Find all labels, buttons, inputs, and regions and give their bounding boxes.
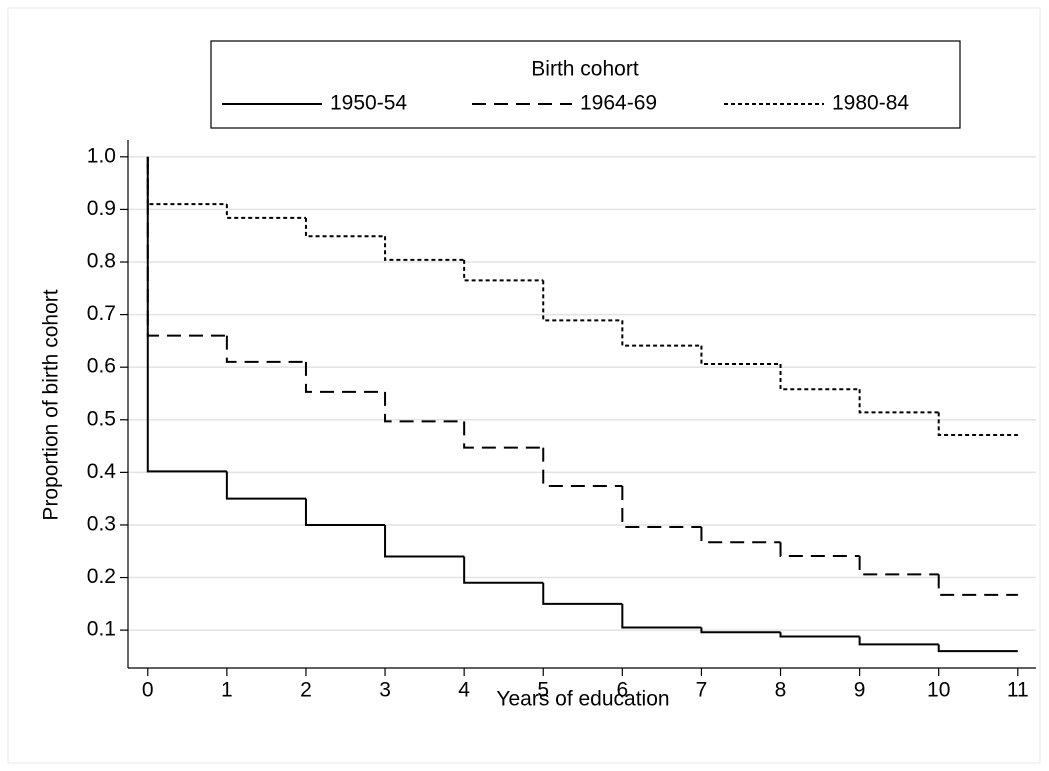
x-tick-label: 3: [379, 679, 391, 702]
step-segment: [146, 156, 227, 337]
step-segment: [779, 542, 860, 557]
y-tick-label: 0.1: [87, 618, 116, 641]
step-segment: [463, 421, 544, 449]
step-segment: [225, 471, 306, 500]
y-tick-label: 0.3: [87, 513, 116, 536]
step-segment: [937, 412, 1018, 437]
y-axis-label: Proportion of birth cohort: [40, 289, 63, 520]
step-segment: [146, 156, 227, 206]
step-segment: [304, 217, 386, 238]
chart-frame: [7, 7, 1041, 764]
x-tick-label: 4: [458, 679, 470, 702]
step-segment: [621, 320, 702, 347]
legend-label: 1950-54: [330, 92, 407, 115]
x-tick-label: 9: [854, 679, 866, 702]
x-tick-label: 8: [775, 679, 787, 702]
y-tick-label: 0.9: [87, 197, 116, 220]
step-segment: [621, 603, 702, 629]
step-segment: [225, 204, 306, 219]
x-tick-label: 2: [300, 679, 312, 702]
y-tick-label: 0.2: [87, 565, 116, 588]
step-segment: [304, 498, 386, 526]
y-tick-label: 0.7: [87, 302, 116, 325]
x-tick-label: 11: [1007, 679, 1029, 702]
x-tick-label: 0: [142, 679, 154, 702]
step-segment: [858, 636, 939, 646]
step-segment: [700, 527, 781, 544]
step-segment: [542, 582, 623, 605]
x-tick-label: 6: [616, 679, 628, 702]
step-segment: [937, 644, 1018, 653]
x-tick-label: 5: [537, 679, 549, 702]
step-segment: [384, 391, 465, 423]
step-segment: [858, 555, 939, 576]
x-axis-label: Years of education: [496, 688, 669, 711]
step-segment: [463, 556, 544, 584]
step-segment: [542, 447, 623, 488]
legend-label: 1964-69: [580, 92, 657, 115]
y-tick-label: 0.5: [87, 407, 116, 430]
y-tick-label: 1.0: [87, 144, 116, 167]
step-segment: [937, 574, 1018, 596]
step-segment: [146, 156, 227, 473]
step-segment: [779, 364, 860, 391]
step-segment: [463, 259, 544, 282]
legend-title: Birth cohort: [531, 58, 639, 81]
step-segment: [621, 486, 702, 529]
step-segment: [700, 345, 781, 366]
x-tick-label: 10: [927, 679, 950, 702]
x-tick-label: 7: [696, 679, 708, 702]
step-segment: [225, 335, 306, 363]
step-segment: [384, 236, 465, 261]
step-segment: [858, 389, 939, 414]
legend-label: 1980-84: [832, 92, 909, 115]
x-tick-label: 1: [221, 679, 233, 702]
step-segment: [304, 361, 386, 393]
y-tick-label: 0.8: [87, 250, 116, 273]
y-tick-label: 0.4: [87, 460, 117, 483]
y-tick-label: 0.6: [87, 355, 116, 378]
step-segment: [384, 524, 465, 558]
step-segment: [779, 632, 860, 638]
legend-box: [210, 40, 961, 129]
step-segment: [700, 627, 781, 634]
step-segment: [542, 280, 623, 322]
